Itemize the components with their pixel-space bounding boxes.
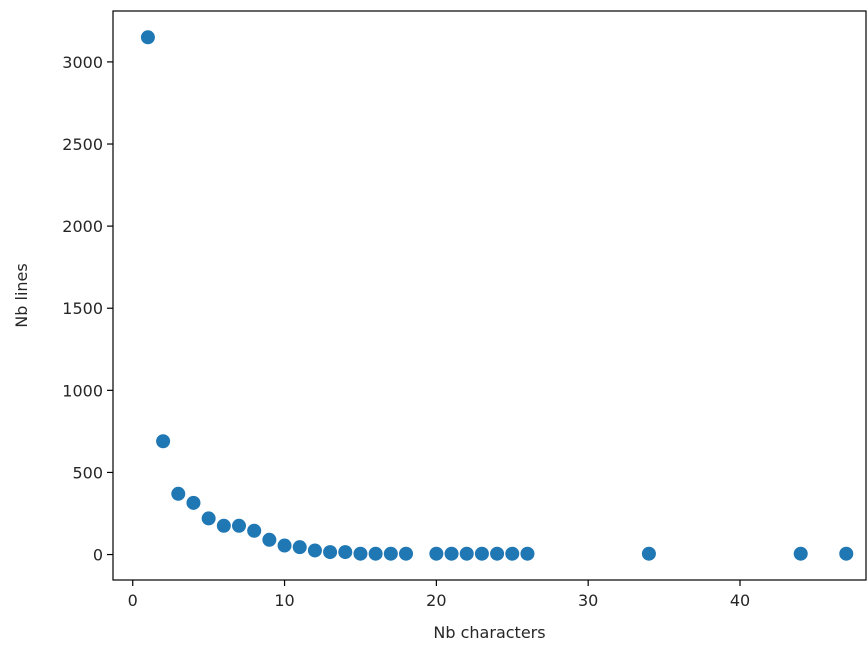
data-point	[474, 546, 489, 561]
data-point	[232, 518, 247, 533]
y-tick-label: 1000	[62, 381, 103, 400]
data-point	[368, 546, 383, 561]
y-tick-label: 2000	[62, 217, 103, 236]
data-point	[641, 546, 656, 561]
data-point	[247, 523, 262, 538]
data-point	[307, 543, 322, 558]
data-point	[262, 532, 277, 547]
data-point	[216, 518, 231, 533]
y-tick-label: 2500	[62, 135, 103, 154]
data-point	[323, 545, 338, 560]
x-axis-label: Nb characters	[433, 623, 545, 642]
data-point	[140, 30, 155, 45]
data-point	[186, 495, 201, 510]
data-point	[353, 546, 368, 561]
data-point	[839, 546, 854, 561]
data-point	[444, 546, 459, 561]
y-tick-label: 500	[72, 463, 103, 482]
data-point	[505, 546, 520, 561]
data-point	[383, 546, 398, 561]
data-point	[793, 546, 808, 561]
y-tick-label: 3000	[62, 53, 103, 72]
x-tick-label: 30	[578, 591, 598, 610]
x-tick-label: 10	[274, 591, 294, 610]
y-tick-label: 1500	[62, 299, 103, 318]
data-point	[338, 545, 353, 560]
x-tick-label: 40	[730, 591, 750, 610]
data-point	[156, 434, 171, 449]
data-point	[490, 546, 505, 561]
y-tick-label: 0	[93, 546, 103, 565]
data-point	[520, 546, 535, 561]
plot-frame	[112, 10, 867, 581]
data-point	[277, 538, 292, 553]
data-point	[201, 511, 216, 526]
data-point	[459, 546, 474, 561]
x-tick-label: 20	[426, 591, 446, 610]
data-point	[429, 546, 444, 561]
y-axis-label: Nb lines	[12, 263, 31, 327]
data-points	[140, 30, 854, 561]
x-axis-ticks: 0 10 20 30 40	[128, 580, 750, 610]
data-point	[399, 546, 413, 561]
data-point	[171, 486, 186, 501]
data-point	[292, 540, 307, 555]
x-tick-label: 0	[128, 591, 138, 610]
y-axis-ticks: 0 500 1000 1500 2000 2500 3000	[62, 53, 113, 565]
